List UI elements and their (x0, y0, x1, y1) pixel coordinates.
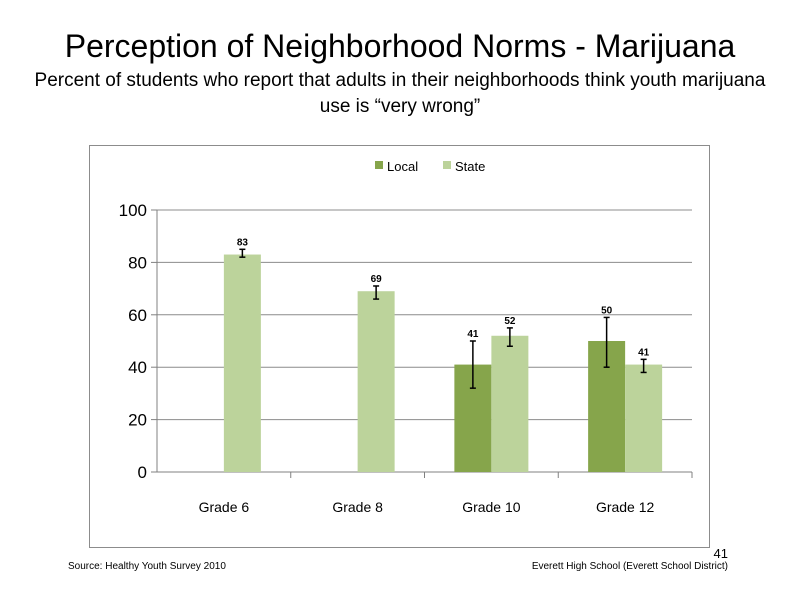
bar-state (223, 254, 261, 472)
source-note: Source: Healthy Youth Survey 2010 (68, 561, 226, 572)
x-tick-label: Grade 10 (462, 499, 521, 515)
data-label: 83 (237, 237, 249, 248)
legend-label: Local (387, 159, 418, 174)
bar-state (491, 335, 529, 472)
data-label: 41 (638, 347, 650, 358)
page-number: 41 (713, 546, 728, 561)
x-tick-label: Grade 8 (332, 499, 383, 515)
data-label: 50 (601, 305, 613, 316)
legend-swatch-state (443, 161, 451, 169)
bar-state (357, 291, 395, 472)
school-name: Everett High School (Everett School Dist… (531, 561, 728, 572)
x-tick-label: Grade 6 (199, 499, 250, 515)
y-tick-label: 60 (128, 306, 147, 325)
data-label: 69 (371, 274, 383, 285)
data-label: 52 (504, 316, 516, 327)
slide-subtitle: Percent of students who report that adul… (34, 70, 766, 117)
legend-label: State (455, 159, 485, 174)
y-tick-label: 40 (128, 358, 147, 377)
data-label: 41 (467, 329, 479, 340)
y-tick-label: 100 (119, 201, 147, 220)
legend-swatch-local (375, 161, 383, 169)
x-tick-label: Grade 12 (596, 499, 655, 515)
y-tick-label: 20 (128, 411, 147, 430)
y-tick-label: 80 (128, 253, 147, 272)
slide-title: Perception of Neighborhood Norms - Marij… (64, 28, 736, 64)
bar-state (625, 364, 663, 472)
y-tick-label: 0 (138, 463, 147, 482)
